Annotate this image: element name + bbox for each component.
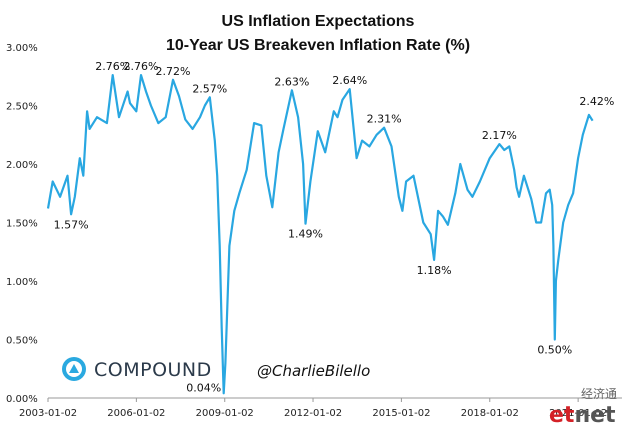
annotation-label: 2.57% (192, 82, 227, 95)
chart-title: US Inflation Expectations (222, 13, 415, 30)
series-line-breakeven (46, 74, 594, 395)
y-tick-label: 0.50% (6, 336, 38, 347)
x-tick-label: 2021-01-02 (549, 408, 607, 419)
annotation-label: 1.49% (288, 228, 323, 241)
annotation-label: 0.04% (186, 381, 221, 394)
annotations: 1.57%2.76%2.76%2.72%2.57%0.04%2.63%1.49%… (54, 60, 615, 394)
annotation-label: 0.50% (537, 344, 572, 357)
y-tick-label: 1.50% (6, 219, 38, 230)
y-tick-label: 2.50% (6, 102, 38, 113)
annotation-label: 2.31% (367, 113, 402, 126)
y-tick-label: 3.00% (6, 43, 38, 54)
annotation-label: 2.72% (156, 65, 191, 78)
annotation-label: 2.76% (95, 60, 130, 73)
author-handle: @CharlieBilello (257, 362, 370, 380)
annotation-label: 2.63% (274, 75, 309, 88)
etnet-watermark: 经济通 etnet (549, 386, 617, 428)
x-axis: 2003-01-02 2006-01-02 2009-01-02 2012-01-02… (19, 398, 607, 419)
x-tick-label: 2009-01-02 (196, 408, 254, 419)
annotation-label: 2.76% (124, 60, 159, 73)
watermark-cn: 经济通 (581, 386, 617, 401)
y-axis: 0.00% 0.50% 1.00% 1.50% 2.00% 2.50% 3.00% (6, 43, 38, 405)
x-tick-label: 2003-01-02 (19, 408, 77, 419)
compound-logo: COMPOUND (62, 357, 212, 381)
y-tick-label: 0.00% (6, 394, 38, 405)
x-tick-label: 2006-01-02 (107, 408, 165, 419)
annotation-label: 1.18% (417, 264, 452, 277)
annotation-label: 2.64% (332, 74, 367, 87)
compound-logo-icon (62, 357, 86, 381)
annotation-label: 1.57% (54, 218, 89, 231)
compound-logo-text: COMPOUND (94, 359, 212, 381)
annotation-label: 2.42% (579, 95, 614, 108)
x-tick-label: 2018-01-02 (461, 408, 519, 419)
x-tick-label: 2012-01-02 (284, 408, 342, 419)
y-tick-label: 1.00% (6, 277, 38, 288)
watermark-en: etnet (549, 403, 616, 428)
chart-subtitle: 10-Year US Breakeven Inflation Rate (%) (166, 37, 470, 54)
annotation-label: 2.17% (482, 129, 517, 142)
x-tick-label: 2015-01-02 (372, 408, 430, 419)
y-tick-label: 2.00% (6, 160, 38, 171)
